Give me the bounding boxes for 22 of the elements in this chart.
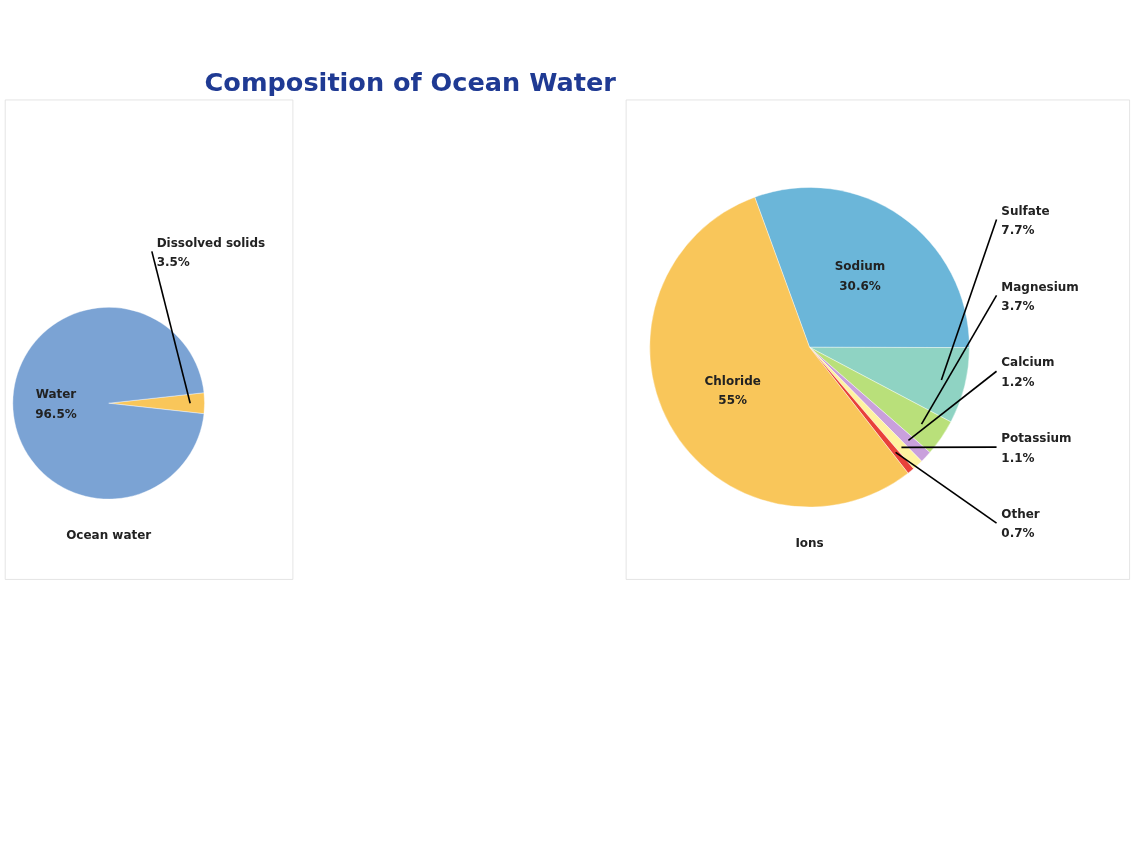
data-label: 1.2%: [1001, 374, 1035, 389]
slice-label: Calcium: [1001, 355, 1055, 370]
slice-label: Magnesium: [1001, 279, 1079, 294]
text: Ocean water: [66, 528, 152, 543]
slice-label: Other: [1001, 507, 1040, 522]
slice-label: Chloride: [704, 374, 761, 389]
data-label: 96.5%: [35, 406, 77, 421]
slice-label: Dissolved solids: [156, 235, 266, 250]
data-label: 3.5%: [156, 254, 190, 269]
pie-slice: [12, 307, 205, 500]
data-label: 30.6%: [839, 278, 881, 293]
text: Ions: [795, 536, 824, 551]
data-label: 55%: [718, 393, 748, 408]
slice-label: Water: [35, 387, 77, 402]
text: Composition of Ocean Water: [204, 66, 617, 97]
data-label: 7.7%: [1001, 222, 1035, 237]
slice-label: Sulfate: [1001, 203, 1050, 218]
data-label: 1.1%: [1001, 450, 1035, 465]
slice-label: Sodium: [834, 259, 886, 274]
slice-label: Potassium: [1001, 431, 1072, 446]
data-label: 3.7%: [1001, 298, 1035, 313]
data-label: 0.7%: [1001, 526, 1035, 541]
